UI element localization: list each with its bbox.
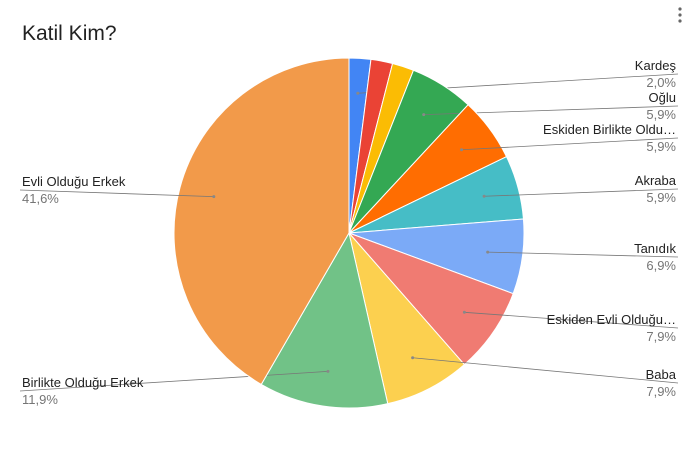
chart-title: Katil Kim? (22, 22, 117, 45)
slice-value-label: 7,9% (646, 384, 676, 399)
leader-line (461, 137, 679, 151)
slice-label: Eskiden Birlikte Oldu… (543, 122, 676, 137)
slice-value-label: 5,9% (646, 190, 676, 205)
slice-value-label: 2,0% (646, 75, 676, 90)
leader-dot (422, 113, 426, 117)
slice-value-label: 7,9% (646, 329, 676, 344)
leader-line (19, 189, 214, 198)
slice-value-label: 5,9% (646, 139, 676, 154)
leader-line (412, 357, 679, 384)
leader-dot (460, 148, 464, 152)
leader-line (19, 371, 328, 392)
leader-dot (462, 310, 466, 314)
leader-dot (212, 195, 216, 199)
slice-label: Akraba (635, 173, 677, 188)
menu-icon[interactable] (678, 7, 682, 23)
menu-dot (678, 7, 682, 11)
leader-line (487, 251, 679, 258)
slice-value-label: 6,9% (646, 258, 676, 273)
slice-label: Kardeş (635, 58, 677, 73)
slice-label: Oğlu (649, 90, 676, 105)
slice-label: Birlikte Olduğu Erkek (22, 375, 144, 390)
leader-dot (326, 369, 330, 373)
leader-line (484, 188, 679, 197)
slice-value-label: 5,9% (646, 107, 676, 122)
leader-dot (411, 356, 415, 360)
pie-slice (260, 231, 389, 409)
pie-slice (173, 57, 350, 386)
slice-label: Tanıdık (634, 241, 676, 256)
slice-value-label: 11,9% (22, 392, 58, 407)
menu-dot (678, 13, 682, 17)
leader-line (464, 311, 679, 329)
slice-label: Evli Olduğu Erkek (22, 174, 126, 189)
menu-dot (678, 19, 682, 23)
slice-label: Baba (646, 367, 677, 382)
slice-label: Eskiden Evli Olduğu… (547, 312, 676, 327)
slice-value-label: 41,6% (22, 191, 59, 206)
leader-dot (486, 250, 490, 254)
leader-dot (356, 91, 360, 95)
leader-dot (482, 194, 486, 198)
